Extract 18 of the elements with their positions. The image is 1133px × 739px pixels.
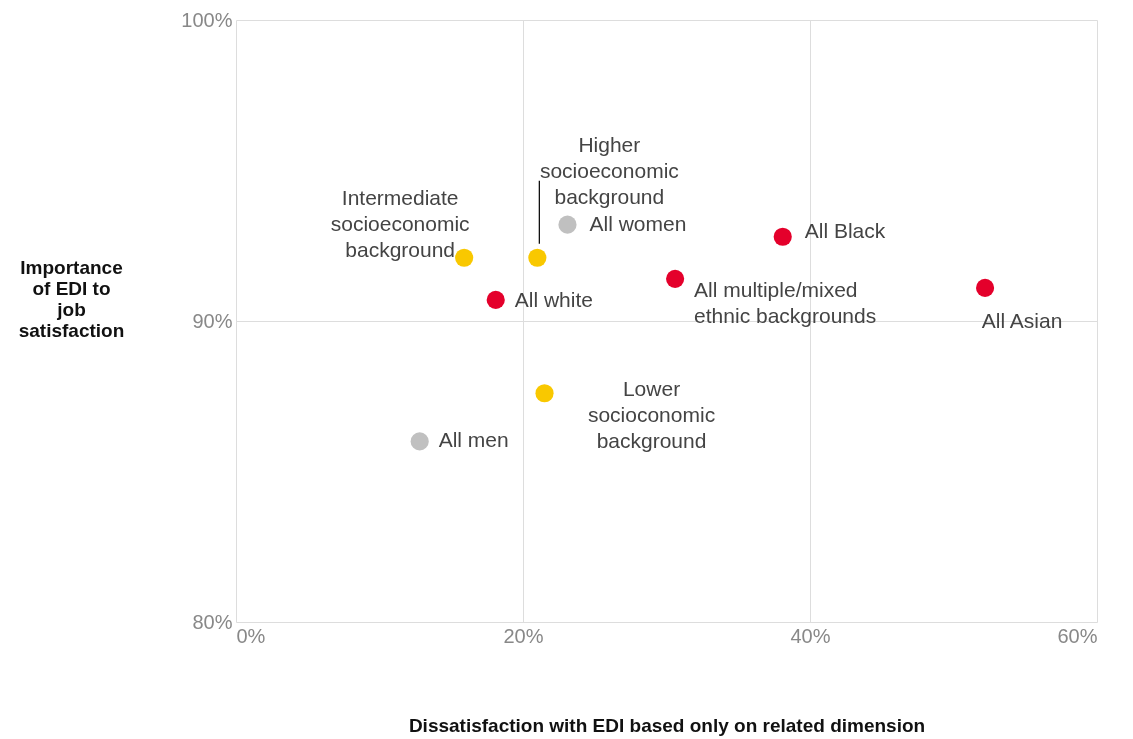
series-label: All multiple/mixed ethnic backgrounds — [694, 277, 877, 327]
series-label: Higher socioeconomic background — [539, 132, 679, 208]
x-tick-label: 40% — [790, 624, 831, 647]
y-tick-label: 100% — [181, 8, 233, 31]
series-label: All men — [438, 428, 509, 452]
x-tick-label: 20% — [503, 624, 544, 647]
series-label: All white — [514, 287, 593, 311]
y-tick-label: 80% — [192, 610, 233, 633]
y-axis-title: Importance of EDI to job satisfaction — [18, 256, 125, 341]
series-label: Lower socioconomic background — [587, 377, 716, 453]
series-label: All Asian — [981, 308, 1063, 332]
series-label: All Black — [804, 218, 886, 242]
y-tick-label: 90% — [192, 309, 233, 332]
x-axis-title: Dissatisfaction with EDI based only on related dimension — [408, 714, 926, 736]
x-tick-label: 0% — [236, 624, 266, 647]
series-label: Intermediate socioeconomic background — [330, 185, 470, 261]
x-tick-label: 60% — [1057, 624, 1098, 647]
series-label: All women — [589, 211, 687, 235]
